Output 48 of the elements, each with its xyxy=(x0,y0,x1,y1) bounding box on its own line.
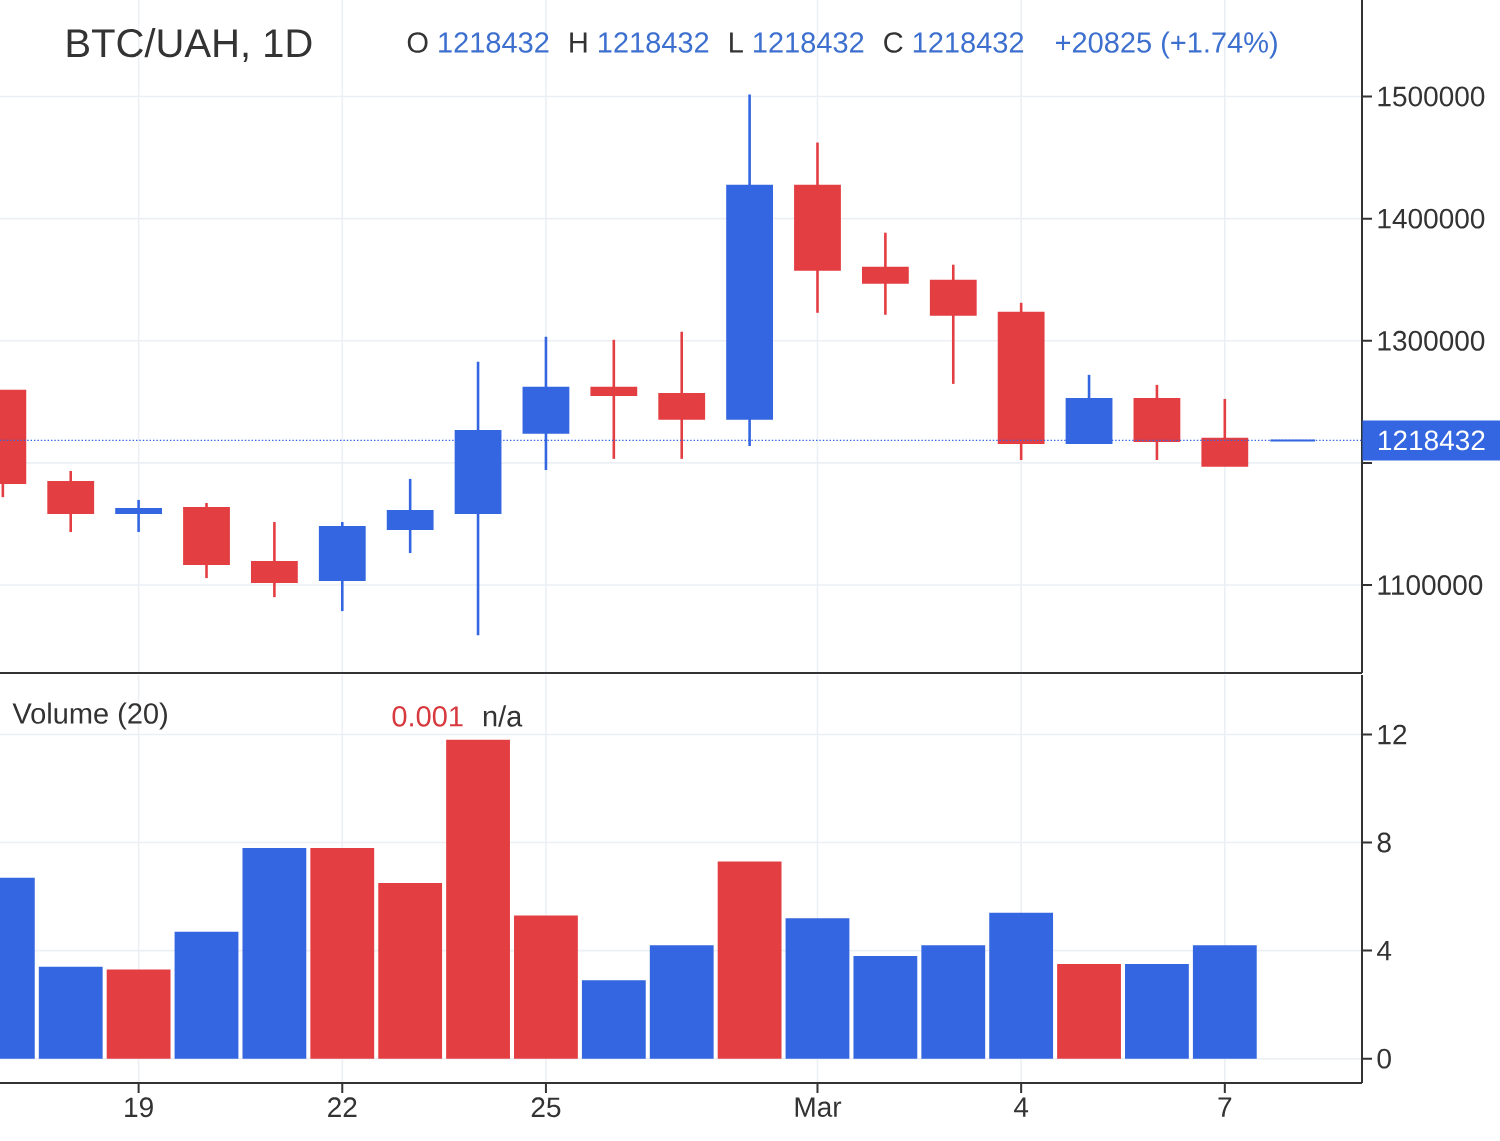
y-tick-label: 1400000 xyxy=(1378,208,1485,229)
annotation: 0.001 xyxy=(392,706,463,727)
text: Volume (20) xyxy=(12,702,167,730)
y-tick-label: 8 xyxy=(1377,832,1391,853)
annotation: 1218432 xyxy=(754,32,864,53)
y-tick-label: 1100000 xyxy=(1378,575,1483,595)
bar xyxy=(514,915,578,1059)
y-tick-label: 12 xyxy=(1378,724,1407,745)
x-tick-label: 4 xyxy=(1014,1097,1029,1117)
bar xyxy=(649,945,714,1059)
text: BTC/UAH, 1D xyxy=(67,27,312,63)
ref-line-label: 1218432 xyxy=(1379,430,1485,451)
bar xyxy=(1057,964,1121,1059)
annotation: 1218432 xyxy=(439,32,549,53)
bar xyxy=(853,956,918,1059)
x-tick-label: 25 xyxy=(531,1097,561,1118)
x-tick-label: 7 xyxy=(1218,1097,1232,1117)
bar xyxy=(1125,964,1189,1059)
bar xyxy=(378,883,443,1059)
y-tick-label: 1500000 xyxy=(1378,86,1485,107)
x-tick-label: 22 xyxy=(328,1097,357,1117)
y-tick-label: 0 xyxy=(1377,1048,1391,1069)
bar xyxy=(446,739,510,1059)
bar xyxy=(989,912,1054,1059)
y-tick-label: 4 xyxy=(1377,940,1392,961)
candlestick xyxy=(590,338,638,461)
bar xyxy=(785,918,850,1059)
annotation: 1218432 xyxy=(913,32,1024,53)
annotation: O xyxy=(407,32,428,53)
candlestick xyxy=(115,498,163,534)
bar xyxy=(106,969,171,1059)
bar xyxy=(1192,945,1257,1059)
annotation: L xyxy=(730,32,743,53)
x-tick-label: 19 xyxy=(125,1097,153,1118)
annotation: n/a xyxy=(483,705,523,727)
bar xyxy=(717,861,782,1059)
x-tick-label: Mar xyxy=(795,1097,842,1117)
annotation: C xyxy=(884,32,903,53)
annotation: H xyxy=(570,32,587,53)
y-tick-label: 1300000 xyxy=(1378,330,1485,351)
bar xyxy=(242,847,307,1059)
bar xyxy=(310,847,375,1059)
annotation: 1218432 xyxy=(599,32,709,53)
bar xyxy=(921,945,986,1059)
text: +20825 (+1.74%) xyxy=(1055,31,1277,59)
bar xyxy=(38,966,103,1059)
bar xyxy=(581,980,646,1059)
bar xyxy=(174,931,239,1059)
